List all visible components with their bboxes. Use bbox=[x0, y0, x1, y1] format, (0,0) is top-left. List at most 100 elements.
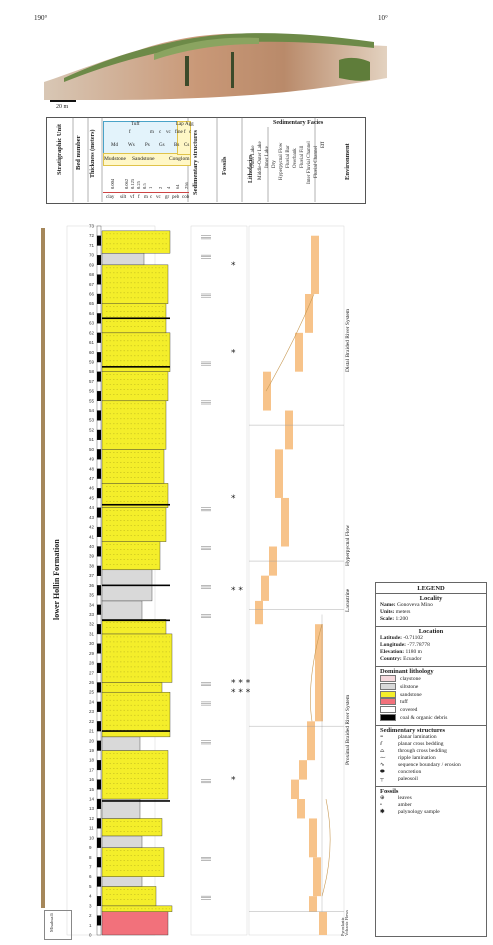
facies-outer-lake: Outer Lake bbox=[251, 145, 256, 168]
env-hyperpycnal: Hyperpycnal Flow bbox=[345, 524, 351, 566]
struct-row-through-cross: ⌓ through cross bedding bbox=[380, 748, 482, 755]
grain-size-1: 1 bbox=[148, 186, 153, 189]
sand-bed bbox=[101, 507, 167, 542]
grain-yellow-box bbox=[103, 153, 191, 166]
lith-label-sandstone: sandstone bbox=[400, 691, 422, 698]
meter-label: 54 bbox=[89, 408, 95, 413]
grain-size-025: 0.25 bbox=[136, 181, 141, 189]
country-label: Country: bbox=[380, 656, 402, 662]
lat-label: Latitude: bbox=[380, 635, 402, 641]
lith-label-tuff: tuff bbox=[400, 699, 408, 706]
meter-label: 73 bbox=[89, 224, 95, 229]
meter-label: 58 bbox=[89, 369, 95, 374]
scale-segment bbox=[96, 662, 102, 673]
struct-row-ripple: ⁓ ripple lamination bbox=[380, 755, 482, 762]
palynology-mark: * bbox=[231, 261, 236, 271]
scale-segment bbox=[96, 410, 102, 421]
sand-bed bbox=[101, 449, 165, 484]
meter-label: 64 bbox=[89, 311, 95, 316]
meter-label: 55 bbox=[89, 398, 95, 403]
facies-bar bbox=[309, 818, 317, 858]
scale-segment bbox=[96, 342, 102, 353]
meter-label: 67 bbox=[89, 282, 95, 287]
lith-label-claystone: claystone bbox=[400, 675, 421, 682]
grain-group-mudstone: Mudstone bbox=[104, 156, 126, 162]
sand-bed bbox=[101, 691, 171, 738]
units-label: Units: bbox=[380, 609, 395, 615]
lith-title: Dominant lithology bbox=[380, 668, 434, 675]
scale-segment bbox=[96, 779, 102, 790]
meter-label: 42 bbox=[89, 525, 95, 530]
fossil-label-amber: amber bbox=[398, 801, 412, 808]
meter-label: 28 bbox=[89, 661, 95, 666]
meter-label: 71 bbox=[89, 243, 95, 248]
meter-label: 52 bbox=[89, 427, 95, 432]
scale-segment bbox=[96, 653, 102, 664]
sand-bed bbox=[101, 230, 171, 254]
scale-segment bbox=[96, 361, 102, 372]
trend-curve bbox=[321, 798, 331, 897]
scale-segment bbox=[96, 847, 102, 858]
lon-value: -77.78778 bbox=[407, 642, 430, 648]
meter-label: 7 bbox=[89, 865, 92, 870]
scale-segment bbox=[96, 857, 102, 868]
meter-label: 27 bbox=[89, 670, 95, 675]
scale-segment bbox=[96, 760, 102, 771]
scale-segment bbox=[96, 254, 102, 265]
grain-size-0004: 0.004 bbox=[110, 178, 115, 189]
planar-cross-icon: ⫽ bbox=[380, 740, 383, 747]
sand-bed bbox=[101, 818, 163, 837]
scale-segment bbox=[96, 478, 102, 489]
scale-segment bbox=[96, 352, 102, 363]
meter-label: 41 bbox=[89, 534, 95, 539]
scale-segment bbox=[96, 420, 102, 431]
scale-segment bbox=[96, 507, 102, 518]
scale-segment bbox=[96, 429, 102, 440]
grain-size-2: 2 bbox=[158, 186, 163, 189]
fossil-row-amber: • amber bbox=[380, 802, 482, 809]
photo-scale-bar bbox=[50, 100, 76, 102]
meter-label: 70 bbox=[89, 253, 95, 258]
fossil-row-leaves: ⊕ leaves bbox=[380, 795, 482, 802]
meter-label: 45 bbox=[89, 495, 95, 500]
grain-class-bs: Bs bbox=[174, 143, 180, 148]
asterisk-icon: ✱ bbox=[380, 808, 385, 815]
grain-sub-m: m bbox=[150, 130, 154, 135]
facies-hyperpycnal-flow: Hyperpycnal Flow bbox=[279, 142, 284, 180]
grain-size-ticks: 0.004 0.062 0.125 0.25 0.5 1 2 4 64 256 bbox=[103, 163, 193, 191]
scale-segment bbox=[96, 769, 102, 780]
facies-bar bbox=[313, 857, 321, 897]
facies-dry: Dry bbox=[272, 160, 277, 168]
scale-segment bbox=[96, 837, 102, 848]
scale-segment bbox=[96, 390, 102, 401]
coal-layer bbox=[102, 584, 170, 587]
silt-bed bbox=[101, 835, 143, 848]
trend-curve bbox=[265, 293, 315, 392]
grain-size-0062: 0.062 bbox=[124, 178, 129, 189]
scale-segment bbox=[96, 925, 102, 936]
coal-layer bbox=[102, 619, 170, 622]
lith-row-claystone: claystone bbox=[380, 675, 482, 683]
facies-overbank: Overbank bbox=[293, 148, 298, 168]
grain-sub-c2: c bbox=[189, 130, 192, 135]
meter-label: 49 bbox=[89, 457, 95, 462]
meter-label: 68 bbox=[89, 272, 95, 277]
grain-sub-f2: f bbox=[184, 130, 186, 135]
silt-bed bbox=[101, 876, 143, 887]
fossil-label-leaves: leaves bbox=[398, 794, 412, 801]
grain-label-clay: clay bbox=[106, 195, 115, 200]
meter-label: 10 bbox=[89, 835, 95, 840]
photo-scale-label: 20 m bbox=[56, 104, 69, 110]
grain-sub-c: c bbox=[159, 130, 162, 135]
meter-label: 0 bbox=[89, 933, 92, 938]
struct-row-planar-cross: ⫽ planar cross bedding bbox=[380, 741, 482, 748]
facies-bar bbox=[275, 449, 283, 498]
scale-segment bbox=[96, 235, 102, 246]
lith-label-coal: coal & organic debris bbox=[400, 714, 448, 721]
grain-label-vf: vf bbox=[130, 195, 135, 200]
facies-bar bbox=[311, 235, 319, 294]
legend-structures: Sedimentary structures ≡ planar laminatio… bbox=[376, 724, 486, 786]
lith-row-siltstone: siltstone bbox=[380, 682, 482, 691]
meter-label: 2 bbox=[89, 913, 92, 918]
grain-top-tuff: Tuff bbox=[131, 122, 140, 127]
